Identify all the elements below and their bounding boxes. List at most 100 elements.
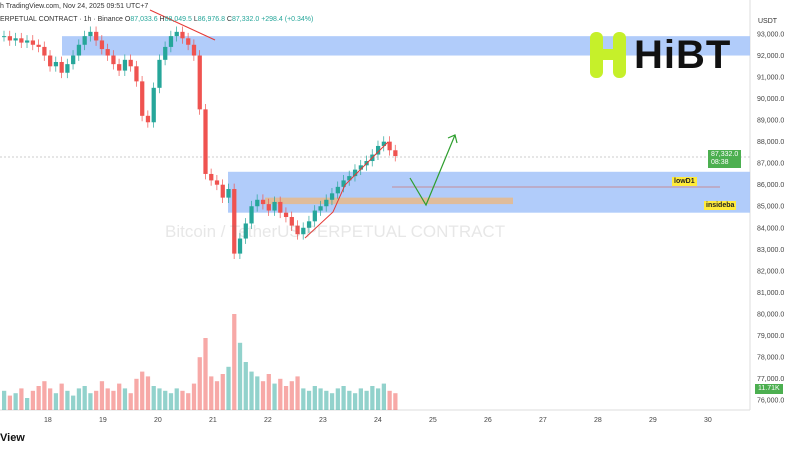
- volume-bar: [76, 388, 82, 410]
- volume-bar: [117, 383, 122, 410]
- volume-bar: [226, 366, 231, 410]
- y-tick-label: 87,000.0: [757, 161, 784, 168]
- x-tick-label: 23: [319, 417, 327, 424]
- volume-bar: [341, 386, 346, 410]
- x-tick-label: 27: [539, 417, 547, 424]
- y-tick-label: 77,000.0: [757, 376, 784, 383]
- candle: [157, 59, 162, 88]
- volume-bar: [324, 390, 329, 410]
- volume-bar: [42, 381, 47, 410]
- y-tick-label: 89,000.0: [757, 118, 784, 125]
- candle: [381, 141, 386, 146]
- candle: [226, 189, 231, 198]
- volume-bar: [48, 388, 53, 410]
- candle: [318, 206, 323, 211]
- candle: [209, 173, 214, 181]
- candle: [283, 212, 289, 218]
- volume-bar: [364, 390, 369, 410]
- candle: [289, 217, 294, 226]
- y-tick-label: 90,000.0: [757, 96, 784, 103]
- volume-bar: [209, 376, 214, 410]
- candle: [105, 49, 110, 56]
- candle: [358, 165, 363, 170]
- candle: [76, 44, 82, 56]
- ohlc-legend: ERPETUAL CONTRACT · 1h · Binance O87,033…: [0, 16, 314, 23]
- change-value: +298.4 (+0.34%): [261, 16, 314, 23]
- projection-arrow: [409, 134, 456, 207]
- hibt-logo: HiBT: [588, 30, 731, 80]
- candle: [347, 176, 352, 181]
- volume-bar: [191, 383, 197, 410]
- volume-tag: 11.71K: [755, 384, 783, 394]
- candle: [145, 115, 151, 123]
- candle: [255, 199, 260, 207]
- volume-bar: [358, 388, 363, 410]
- volume-bar: [306, 390, 312, 410]
- candle: [168, 36, 174, 47]
- x-tick-label: 22: [264, 417, 272, 424]
- y-tick-label: 83,000.0: [757, 247, 784, 254]
- symbol-label: ERPETUAL CONTRACT · 1h · Binance: [0, 16, 123, 23]
- volume-bar: [111, 390, 116, 410]
- volume-bar: [393, 393, 398, 410]
- symbol-watermark: Bitcoin / TetherUS PERPETUAL CONTRACT: [165, 222, 506, 241]
- candle: [42, 46, 47, 56]
- volume-bar: [312, 386, 317, 410]
- volume-bar: [122, 388, 128, 410]
- candle: [48, 55, 53, 67]
- volume-bar: [88, 393, 93, 410]
- x-tick-label: 29: [649, 417, 657, 424]
- candle: [94, 31, 99, 41]
- candle: [249, 206, 254, 224]
- currency-label: USDT: [758, 18, 778, 25]
- candle: [203, 109, 208, 174]
- high-value: 88,049.5: [164, 16, 192, 23]
- volume-bar: [151, 386, 156, 410]
- candle: [324, 199, 329, 207]
- volume-bar: [249, 371, 254, 410]
- volume-bar: [13, 393, 18, 410]
- volume-bar: [295, 376, 300, 410]
- volume-bar: [329, 393, 335, 410]
- candle: [30, 40, 36, 45]
- y-tick-label: 92,000.0: [757, 53, 784, 60]
- candle: [180, 31, 185, 39]
- volume-bar: [381, 383, 386, 410]
- footer-view: View: [0, 432, 25, 444]
- volume-bar: [272, 383, 277, 410]
- candle: [82, 36, 87, 45]
- volume-bar: [174, 388, 179, 410]
- x-tick-label: 24: [374, 417, 382, 424]
- candle: [191, 44, 197, 56]
- volume-bar: [19, 388, 24, 410]
- open-value: 87,033.6: [130, 16, 158, 23]
- volume-bar: [335, 388, 340, 410]
- y-tick-label: 81,000.0: [757, 290, 784, 297]
- volume-bar: [180, 390, 185, 410]
- volume-bar: [53, 393, 59, 410]
- candle: [243, 223, 248, 239]
- y-tick-label: 85,000.0: [757, 204, 784, 211]
- candle: [7, 36, 13, 41]
- trend-line: [149, 9, 216, 41]
- projection-arrowhead: [447, 134, 458, 144]
- volume-bar: [163, 390, 168, 410]
- candle: [65, 64, 70, 73]
- candle: [88, 31, 93, 37]
- insidebar-label: insideba: [704, 201, 737, 210]
- candle: [237, 238, 243, 254]
- y-tick-label: 78,000.0: [757, 354, 784, 361]
- candle: [111, 55, 116, 65]
- candle: [306, 221, 312, 228]
- candle: [329, 193, 335, 200]
- x-tick-label: 19: [99, 417, 107, 424]
- trend-line: [304, 141, 389, 239]
- chart-source: h TradingView.com, Nov 24, 2025 09:51 UT…: [0, 3, 149, 10]
- candle: [375, 145, 381, 155]
- volume-bar: [134, 378, 139, 410]
- volume-bar: [232, 314, 237, 410]
- volume-bar: [94, 390, 99, 410]
- x-tick-label: 25: [429, 417, 437, 424]
